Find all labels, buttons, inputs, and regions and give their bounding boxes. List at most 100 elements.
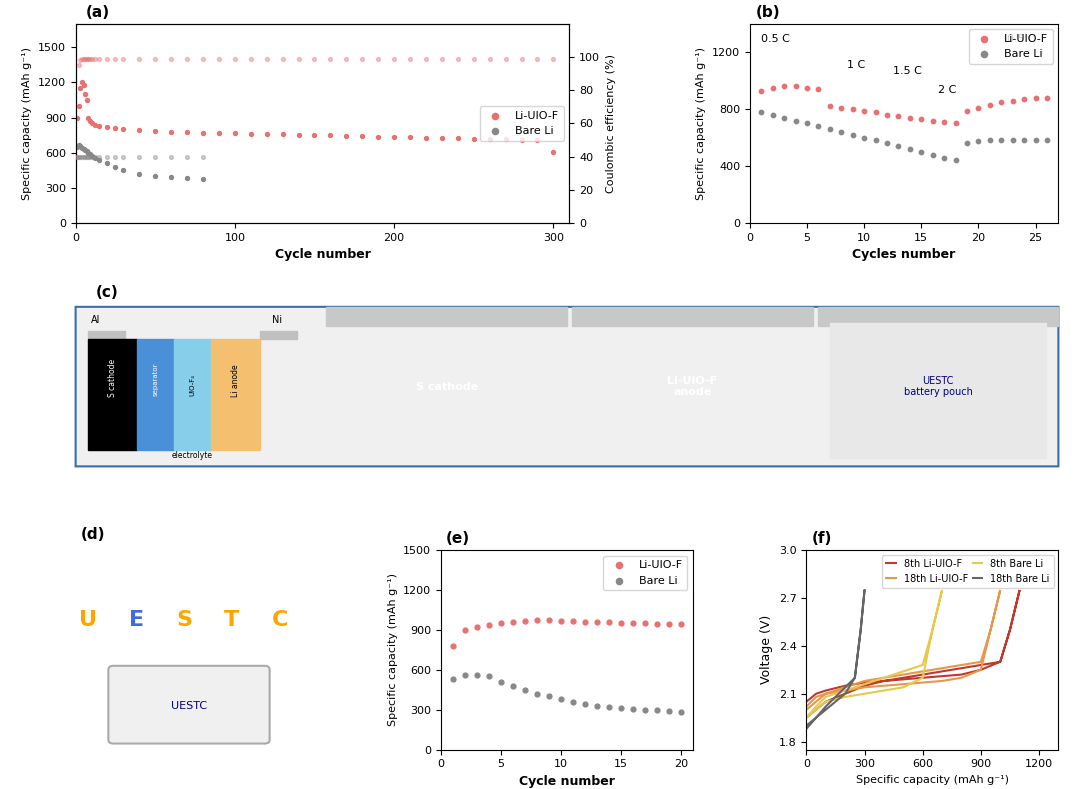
Line: 8th Li-UIO-F: 8th Li-UIO-F	[807, 590, 1020, 718]
8th Li-UIO-F	[810, 689, 823, 698]
Point	[648, 617, 665, 630]
Bare Li	[131, 167, 148, 180]
8th Li-UIO-F	[859, 678, 872, 687]
Text: C: C	[271, 610, 288, 630]
18th Bare Li	[829, 692, 842, 701]
18th Li-UIO-F	[810, 692, 823, 701]
Point	[178, 150, 195, 163]
Li-UIO-F	[83, 117, 100, 129]
Point	[855, 131, 873, 144]
Point	[77, 150, 94, 163]
Li-UIO-F	[73, 76, 91, 88]
Y-axis label: Specific capacity (mAh g⁻¹): Specific capacity (mAh g⁻¹)	[23, 47, 32, 200]
Bare Li	[98, 157, 116, 170]
Point	[469, 621, 486, 634]
Point	[821, 100, 838, 113]
Point	[353, 52, 370, 65]
Li-UIO-F	[258, 128, 275, 140]
Bare Li	[73, 142, 91, 155]
Li-UIO-F	[465, 133, 483, 145]
Li-UIO-F	[242, 127, 259, 140]
Li-UIO-F	[274, 128, 292, 140]
Point	[982, 134, 999, 147]
Point	[890, 140, 907, 152]
18th Bare Li	[810, 713, 823, 723]
Li-UIO-F	[402, 131, 419, 144]
18th Li-UIO-F	[974, 665, 987, 675]
Point	[673, 618, 690, 630]
8th Li-UIO-F	[935, 667, 948, 676]
Point	[91, 52, 108, 65]
Point	[70, 150, 87, 163]
8th Bare Li	[926, 625, 939, 634]
18th Bare Li	[820, 701, 833, 711]
8th Bare Li	[820, 692, 833, 701]
18th Bare Li	[810, 713, 823, 723]
Li-UIO-F	[338, 129, 355, 142]
Point	[577, 698, 594, 711]
18th Bare Li	[859, 585, 872, 595]
Point	[775, 80, 793, 92]
Li-UIO-F	[147, 125, 164, 137]
Point	[810, 120, 827, 133]
Point	[80, 52, 97, 65]
Point	[753, 106, 770, 118]
18th Li-UIO-F	[800, 701, 813, 711]
Li-UIO-F	[417, 131, 434, 144]
Point	[821, 123, 838, 136]
Point	[147, 150, 164, 163]
Point	[612, 616, 630, 629]
Point	[855, 104, 873, 117]
Point	[1004, 134, 1022, 147]
Point	[444, 640, 461, 653]
Point	[845, 103, 862, 115]
Text: (b): (b)	[756, 5, 781, 20]
18th Li-UIO-F	[974, 657, 987, 667]
Point	[369, 52, 387, 65]
Point	[86, 52, 104, 65]
Li-UIO-F	[306, 129, 323, 141]
Text: 0.5 C: 0.5 C	[1007, 34, 1036, 44]
X-axis label: Specific capacity (mAh g⁻¹): Specific capacity (mAh g⁻¹)	[855, 775, 1009, 785]
18th Li-UIO-F	[839, 686, 852, 695]
Point	[162, 150, 179, 163]
Point	[1027, 133, 1044, 146]
Point	[845, 129, 862, 141]
18th Li-UIO-F	[955, 673, 968, 682]
Y-axis label: Coulombic efficiency (%): Coulombic efficiency (%)	[606, 54, 616, 193]
Li-UIO-F	[77, 88, 94, 100]
Point	[552, 615, 569, 627]
Point	[107, 52, 124, 65]
Bare Li	[178, 172, 195, 185]
Point	[71, 150, 89, 163]
Point	[993, 134, 1010, 147]
Point	[660, 618, 677, 630]
18th Li-UIO-F	[994, 585, 1007, 595]
Li-UIO-F	[107, 122, 124, 134]
Point	[993, 95, 1010, 108]
18th Li-UIO-F	[839, 682, 852, 692]
Bare Li	[91, 153, 108, 166]
Text: (c): (c)	[95, 286, 118, 301]
18th Bare Li	[854, 625, 867, 634]
Li-UIO-F	[98, 121, 116, 133]
Point	[131, 52, 148, 65]
Point	[80, 150, 97, 163]
Point	[492, 675, 510, 688]
Point	[417, 52, 434, 65]
Bare Li	[86, 151, 104, 164]
Point	[516, 615, 534, 627]
Text: (d): (d)	[81, 527, 105, 542]
Point	[958, 104, 975, 117]
Point	[98, 150, 116, 163]
Point	[577, 615, 594, 628]
8th Bare Li	[839, 686, 852, 695]
Point	[68, 150, 85, 163]
8th Bare Li	[820, 697, 833, 706]
18th Li-UIO-F	[896, 670, 909, 679]
Bare Li	[81, 148, 98, 160]
Point	[70, 59, 87, 72]
Li-UIO-F	[322, 129, 339, 142]
Point	[970, 135, 987, 148]
Point	[947, 117, 964, 129]
